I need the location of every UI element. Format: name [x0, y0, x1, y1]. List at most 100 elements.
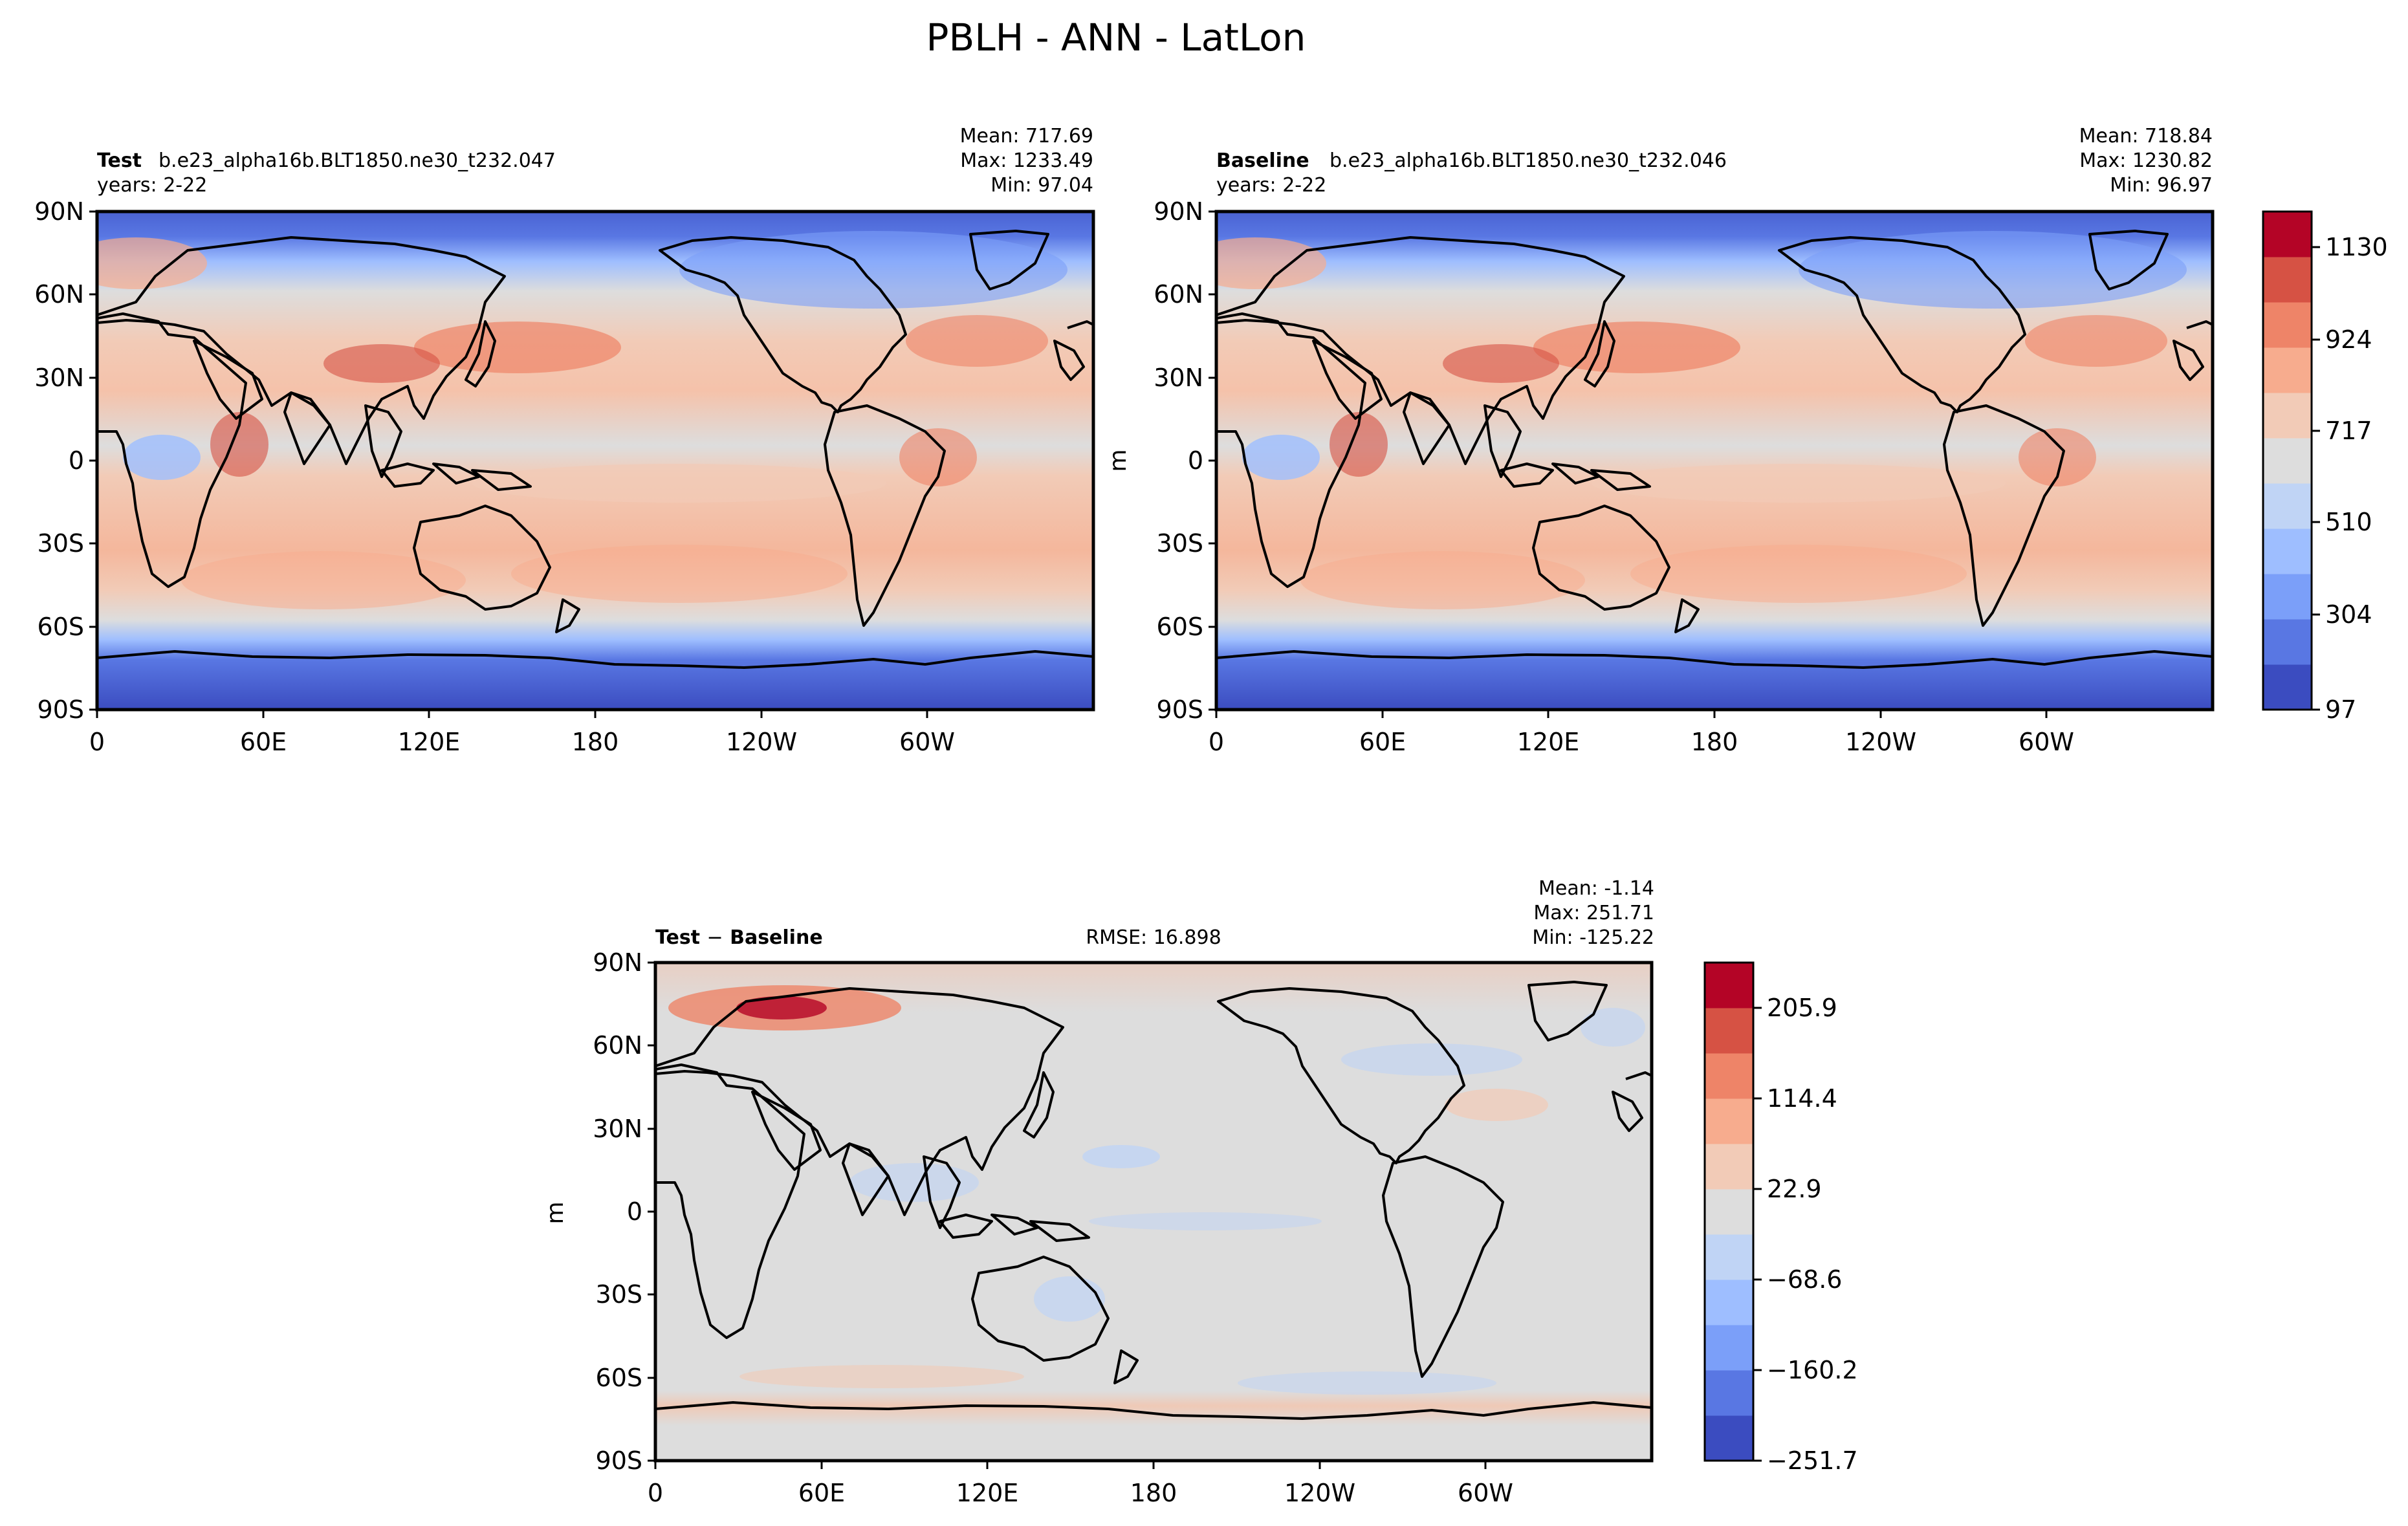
top-colorbar-swatches — [2263, 212, 2312, 710]
test-label: Test — [97, 149, 142, 172]
diff-x-axis: 0 60E 120E 180 120W 60W — [648, 1461, 1513, 1507]
diff-label-minus: − — [706, 926, 723, 949]
diff-colorbar-swatch-9 — [1705, 1008, 1753, 1054]
test-ytick-30s: 30S — [38, 529, 84, 558]
baseline-x-axis: 0 60E 120E 180 120W 60W — [1209, 710, 2074, 756]
test-map — [95, 210, 1095, 712]
test-years: years: 2-22 — [97, 174, 207, 197]
diff-xtick-60e: 60E — [798, 1479, 845, 1507]
test-mean: Mean: 717.69 — [960, 125, 1093, 147]
diff-xtick-120e: 120E — [956, 1479, 1019, 1507]
baseline-mean: Mean: 718.84 — [2079, 125, 2213, 147]
top-cbar-tick-924: 924 — [2325, 325, 2372, 354]
diff-min: Min: -125.22 — [1532, 926, 1654, 949]
diff-colorbar-swatch-6 — [1705, 1144, 1753, 1190]
test-xtick-60e: 60E — [240, 728, 287, 756]
diff-y-axis: 90N 60N 30N 0 30S 60S 90S — [593, 948, 655, 1475]
diff-mean: Mean: -1.14 — [1538, 877, 1654, 900]
diff-ytick-90n: 90N — [593, 948, 642, 977]
diff-colorbar-swatches — [1705, 963, 1753, 1461]
diff-ytick-60n: 60N — [593, 1031, 642, 1060]
test-panel: Test b.e23_alpha16b.BLT1850.ne30_t232.04… — [34, 125, 1095, 756]
figure-title: PBLH - ANN - LatLon — [926, 16, 1306, 60]
test-x-axis: 0 60E 120E 180 120W 60W — [89, 710, 955, 756]
diff-ytick-0: 0 — [627, 1197, 642, 1226]
top-cbar-tick-510: 510 — [2325, 508, 2372, 536]
diff-cbar-tick-n68: −68.6 — [1767, 1265, 1842, 1294]
test-case: b.e23_alpha16b.BLT1850.ne30_t232.047 — [159, 149, 556, 172]
test-xtick-0: 0 — [89, 728, 105, 756]
top-colorbar-swatch-8 — [2263, 302, 2312, 348]
top-cbar-tick-97: 97 — [2325, 695, 2356, 724]
diff-cbar-tick-114: 114.4 — [1767, 1084, 1837, 1113]
diff-max: Max: 251.71 — [1533, 902, 1654, 924]
diff-label: Test − Baseline — [655, 926, 823, 949]
top-colorbar-swatch-2 — [2263, 574, 2312, 620]
top-colorbar-swatch-6 — [2263, 393, 2312, 439]
baseline-ytick-90n: 90N — [1154, 197, 1203, 226]
diff-ytick-60s: 60S — [596, 1364, 642, 1392]
baseline-xtick-180: 180 — [1691, 728, 1738, 756]
baseline-xtick-60e: 60E — [1359, 728, 1406, 756]
top-cbar-tick-1130: 1130 — [2325, 233, 2388, 261]
diff-cbar-tick-205: 205.9 — [1767, 994, 1837, 1022]
test-ytick-0: 0 — [69, 446, 84, 475]
top-colorbar-swatch-5 — [2263, 438, 2312, 484]
diff-xtick-60w: 60W — [1458, 1479, 1513, 1507]
test-ytick-30n: 30N — [34, 364, 84, 392]
top-colorbar-swatch-1 — [2263, 619, 2312, 665]
diff-ytick-30n: 30N — [593, 1115, 642, 1143]
baseline-ytick-30s: 30S — [1157, 529, 1203, 558]
baseline-xtick-0: 0 — [1209, 728, 1224, 756]
diff-label-baseline: Baseline — [730, 926, 823, 949]
diff-label-test: Test — [655, 926, 700, 949]
test-ytick-60n: 60N — [34, 280, 84, 309]
baseline-ytick-90s: 90S — [1157, 695, 1203, 724]
test-y-axis: 90N 60N 30N 0 30S 60S 90S — [34, 197, 97, 724]
test-ytick-60s: 60S — [38, 613, 84, 641]
diff-colorbar-swatch-7 — [1705, 1098, 1753, 1144]
diff-colorbar-swatch-10 — [1705, 963, 1753, 1008]
diff-colorbar-swatch-2 — [1705, 1325, 1753, 1371]
test-ytick-90n: 90N — [34, 197, 84, 226]
top-colorbar: 97 304 510 717 924 1130 — [2262, 210, 2388, 724]
diff-units-label: m — [542, 1201, 569, 1224]
diff-cbar-tick-22: 22.9 — [1767, 1175, 1822, 1203]
baseline-y-axis: 90N 60N 30N 0 30S 60S 90S — [1154, 197, 1216, 724]
test-min: Min: 97.04 — [991, 174, 1093, 197]
top-colorbar-swatch-3 — [2263, 529, 2312, 574]
diff-xtick-0: 0 — [648, 1479, 663, 1507]
test-xtick-120w: 120W — [726, 728, 797, 756]
diff-xtick-120w: 120W — [1284, 1479, 1355, 1507]
baseline-xtick-120w: 120W — [1845, 728, 1916, 756]
test-ytick-90s: 90S — [38, 695, 84, 724]
baseline-ytick-60s: 60S — [1157, 613, 1203, 641]
diff-ytick-90s: 90S — [596, 1446, 642, 1475]
top-cbar-tick-717: 717 — [2325, 417, 2372, 445]
baseline-min: Min: 96.97 — [2110, 174, 2213, 197]
baseline-ytick-30n: 30N — [1154, 364, 1203, 392]
test-xtick-180: 180 — [572, 728, 619, 756]
baseline-ytick-0: 0 — [1188, 446, 1203, 475]
diff-colorbar-swatch-8 — [1705, 1053, 1753, 1099]
top-cbar-tick-304: 304 — [2325, 600, 2372, 629]
baseline-label: Baseline — [1216, 149, 1309, 172]
diff-colorbar: −251.7 −160.2 −68.6 22.9 114.4 205.9 — [1703, 961, 1858, 1475]
diff-cbar-tick-n251: −251.7 — [1767, 1446, 1858, 1475]
top-colorbar-swatch-4 — [2263, 483, 2312, 529]
baseline-xtick-120e: 120E — [1517, 728, 1580, 756]
top-colorbar-swatch-0 — [2263, 664, 2312, 710]
baseline-xtick-60w: 60W — [2019, 728, 2074, 756]
diff-ytick-30s: 30S — [596, 1280, 642, 1309]
baseline-units-label: m — [1105, 449, 1132, 472]
test-xtick-120e: 120E — [398, 728, 461, 756]
diff-rmse: RMSE: 16.898 — [1086, 926, 1221, 949]
baseline-panel: Baseline b.e23_alpha16b.BLT1850.ne30_t23… — [1105, 125, 2215, 756]
baseline-years: years: 2-22 — [1216, 174, 1326, 197]
diff-map — [653, 961, 1654, 1463]
top-colorbar-swatch-10 — [2263, 212, 2312, 257]
diff-xtick-180: 180 — [1130, 1479, 1177, 1507]
diff-colorbar-swatch-5 — [1705, 1189, 1753, 1235]
diff-colorbar-swatch-0 — [1705, 1415, 1753, 1461]
baseline-ytick-60n: 60N — [1154, 280, 1203, 309]
